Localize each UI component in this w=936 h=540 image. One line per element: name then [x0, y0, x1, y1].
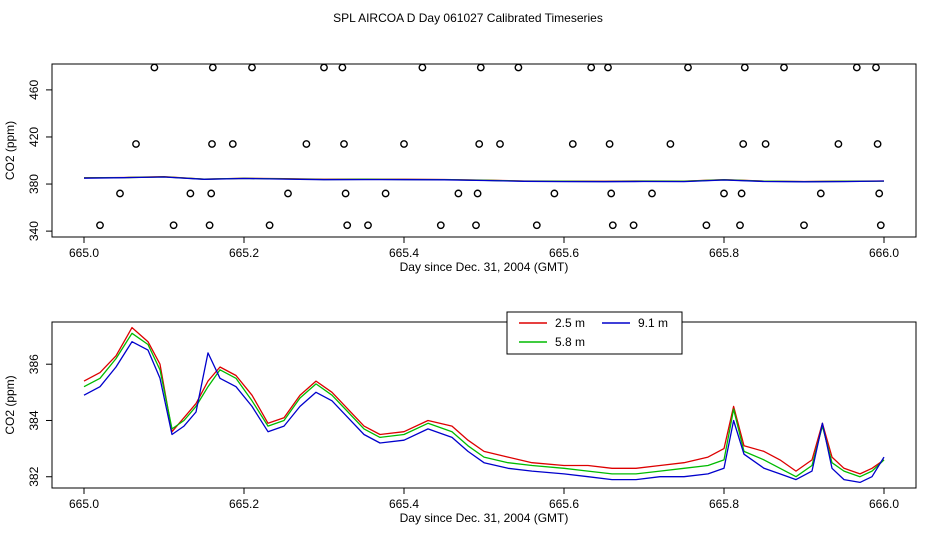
- scatter-point: [475, 140, 484, 148]
- y-tick-label: 380: [27, 174, 41, 194]
- scatter-point: [207, 189, 216, 198]
- scatter-point: [780, 63, 788, 72]
- scatter-point: [96, 221, 104, 230]
- scatter-point: [876, 221, 885, 230]
- y-tick-label: 420: [27, 127, 41, 147]
- scatter-point: [872, 63, 880, 72]
- scatter-point: [454, 189, 463, 198]
- scatter-point: [666, 140, 675, 148]
- series-line-9-1-m: [83, 176, 885, 183]
- scatter-point: [800, 221, 808, 230]
- scatter-point: [496, 140, 504, 148]
- scatter-point: [302, 140, 311, 148]
- scatter-point: [381, 189, 390, 198]
- scatter-point: [816, 189, 825, 198]
- x-tick-label: 665.8: [709, 497, 739, 511]
- scatter-point: [648, 189, 656, 198]
- series-line-9-1-m: [83, 341, 885, 484]
- scatter-point: [550, 189, 559, 198]
- scatter-point: [604, 63, 612, 72]
- scatter-point: [736, 221, 744, 230]
- legend: 2.5 m 5.8 m 9.1 m: [506, 311, 683, 355]
- scatter-point: [852, 63, 861, 72]
- scatter-point: [761, 140, 770, 148]
- scatter-point: [605, 140, 614, 148]
- y-tick-label: 384: [27, 410, 41, 430]
- scatter-point: [400, 140, 408, 148]
- scatter-point: [608, 221, 617, 230]
- x-tick-label: 665.2: [229, 497, 259, 511]
- scatter-point: [436, 221, 445, 230]
- x-tick-label: 665.6: [549, 246, 579, 260]
- scatter-point: [737, 189, 746, 198]
- x-tick-label: 665.4: [389, 246, 419, 260]
- scatter-point: [343, 221, 352, 230]
- legend-box: [506, 311, 683, 355]
- chart-title: SPL AIRCOA D Day 061027 Calibrated Times…: [333, 11, 603, 25]
- scatter-point: [873, 140, 882, 148]
- scatter-point: [341, 189, 350, 198]
- x-tick-label: 665.0: [69, 246, 99, 260]
- scatter-point: [338, 63, 347, 72]
- scatter-point: [607, 189, 616, 198]
- scatter-point: [720, 189, 728, 198]
- scatter-point: [116, 189, 124, 198]
- x-tick-label: 666.0: [869, 497, 899, 511]
- scatter-point: [739, 140, 748, 148]
- scatter-point: [875, 189, 884, 198]
- scatter-point: [208, 140, 216, 148]
- scatter-point: [186, 189, 195, 198]
- scatter-point: [587, 63, 596, 72]
- scatter-point: [472, 221, 480, 230]
- y-axis-label: CO2 (ppm): [3, 121, 17, 180]
- scatter-point: [629, 221, 638, 230]
- x-tick-label: 665.6: [549, 497, 579, 511]
- scatter-point: [514, 63, 523, 72]
- scatter-point: [340, 140, 348, 148]
- scatter-point: [169, 221, 178, 230]
- scatter-point: [284, 189, 292, 198]
- scatter-point: [320, 63, 328, 72]
- legend-label: 9.1 m: [638, 316, 668, 330]
- scatter-point: [364, 221, 372, 230]
- scatter-point: [228, 140, 237, 148]
- scatter-point: [248, 63, 256, 72]
- x-axis-label: Day since Dec. 31, 2004 (GMT): [400, 511, 569, 525]
- scatter-point: [684, 63, 692, 72]
- x-axis-label: Day since Dec. 31, 2004 (GMT): [400, 260, 569, 274]
- top-panel: 665.0 665.2 665.4 665.6 665.8 666.0 340 380 420 4…: [3, 63, 917, 274]
- x-tick-label: 666.0: [869, 246, 899, 260]
- scatter-point: [740, 63, 749, 72]
- y-tick-label: 460: [27, 80, 41, 100]
- series-line-2-5-m: [83, 326, 885, 475]
- scatter-point: [834, 140, 843, 148]
- x-tick-label: 665.8: [709, 246, 739, 260]
- scatter-point: [205, 221, 214, 230]
- y-axis-label: CO2 (ppm): [3, 375, 17, 434]
- scatter-point: [418, 63, 427, 72]
- scatter-point: [532, 221, 541, 230]
- y-tick-label: 386: [27, 354, 41, 374]
- x-tick-label: 665.4: [389, 497, 419, 511]
- plot-frame: [51, 321, 917, 489]
- plot-frame: [51, 63, 917, 238]
- bottom-panel: 665.0 665.2 665.4 665.6 665.8 666.0 382 384 386 D…: [3, 311, 917, 525]
- legend-label: 2.5 m: [555, 316, 585, 330]
- scatter-point: [702, 221, 711, 230]
- series-line-5-8-m: [83, 332, 885, 478]
- scatter-point: [208, 63, 217, 72]
- scatter-point: [476, 63, 485, 72]
- y-tick-label: 340: [27, 221, 41, 241]
- x-tick-label: 665.2: [229, 246, 259, 260]
- x-tick-label: 665.0: [69, 497, 99, 511]
- scatter-point: [150, 63, 159, 72]
- scatter-point: [473, 189, 482, 198]
- y-tick-label: 382: [27, 466, 41, 486]
- scatter-point: [568, 140, 577, 148]
- scatter-point: [132, 140, 140, 148]
- legend-label: 5.8 m: [555, 335, 585, 349]
- scatter-point: [265, 221, 274, 230]
